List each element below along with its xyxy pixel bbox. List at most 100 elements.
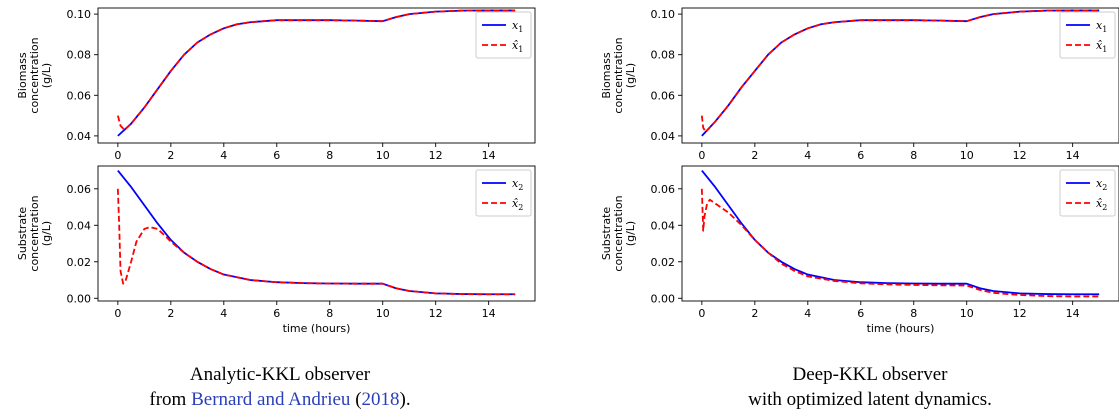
x-tick-label: 4	[220, 307, 227, 320]
y-tick-label: 0.04	[651, 219, 676, 232]
plot-right-bottom: 0 2 4 6 8 10 12 14 0.00 0.02 0.04 0.06 Substrate conc…	[600, 165, 1119, 335]
x-tick-label: 8	[910, 307, 917, 320]
y-tick-label: 0.00	[651, 292, 676, 305]
x-tick-label: 0	[114, 307, 121, 320]
y-tick-label: 0.08	[67, 49, 92, 62]
y-tick-label: 0.10	[651, 8, 676, 21]
x-tick-label: 14	[1066, 307, 1080, 320]
series-line-left-bottom-1	[116, 188, 516, 296]
x-tick-label: 10	[376, 307, 390, 320]
y-axis-label: (g/L)	[40, 221, 53, 246]
y-axis-label: Substrate	[600, 207, 613, 261]
y-axis-label: (g/L)	[624, 221, 637, 246]
y-axis-label: (g/L)	[40, 63, 53, 88]
caption-right-line2: with optimized latent dynamics.	[748, 389, 992, 410]
legend-label-1: x̂1	[512, 39, 523, 54]
x-tick-label: 2	[167, 307, 174, 320]
legend-label-0: x2	[1096, 177, 1107, 192]
x-tick-label: 0	[114, 149, 121, 162]
series-line-right-top-1	[700, 9, 1100, 133]
x-tick-label: 8	[326, 307, 333, 320]
y-tick-label: 0.08	[651, 49, 676, 62]
x-tick-label: 8	[326, 149, 333, 162]
x-tick-label: 10	[960, 149, 974, 162]
legend-label-0: x1	[1096, 19, 1107, 34]
citation-link[interactable]: Bernard and Andrieu	[191, 389, 351, 410]
y-tick-label: 0.06	[651, 89, 676, 102]
plot-right-top: 0 2 4 6 8 10 12 14 0.04 0.06 0.08 0.10 Biomass concen…	[600, 7, 1119, 162]
x-tick-label: 6	[273, 149, 280, 162]
axes-frame	[97, 7, 536, 144]
plot-left-top: 0 2 4 6 8 10 12 14 0.04 0.06 0.08 0.10 Biomass concen…	[16, 7, 536, 162]
x-axis-label: time (hours)	[867, 322, 935, 335]
y-tick-label: 0.04	[67, 219, 92, 232]
y-tick-label: 0.00	[67, 292, 92, 305]
x-tick-label: 6	[857, 307, 864, 320]
y-tick-label: 0.06	[651, 183, 676, 196]
x-tick-label: 10	[960, 307, 974, 320]
series-line-left-top-1	[116, 9, 516, 131]
x-tick-label: 14	[1066, 149, 1080, 162]
legend-box	[475, 11, 532, 59]
caption-right-line1: Deep-KKL observer	[792, 364, 948, 385]
y-axis-label: concentration	[612, 195, 625, 271]
plot-left-bottom: 0 2 4 6 8 10 12 14 0.00 0.02 0.04 0.06 Substrate conc…	[16, 165, 536, 335]
y-axis-label: concentration	[612, 37, 625, 113]
x-axis-label: time (hours)	[283, 322, 351, 335]
x-tick-label: 2	[751, 149, 758, 162]
x-tick-label: 4	[804, 307, 811, 320]
legend-label-1: x̂2	[512, 197, 523, 212]
x-tick-label: 12	[429, 307, 443, 320]
x-tick-label: 2	[751, 307, 758, 320]
legend-box	[1059, 11, 1116, 59]
series-line-left-top-0	[117, 9, 516, 137]
caption-left: Analytic-KKL observer from Bernard and A…	[70, 362, 490, 412]
x-tick-label: 10	[376, 149, 390, 162]
y-axis-label: (g/L)	[624, 63, 637, 88]
x-tick-label: 2	[167, 149, 174, 162]
series-line-right-bottom-0	[701, 169, 1100, 296]
y-tick-label: 0.02	[67, 256, 92, 269]
series-line-left-bottom-0	[117, 169, 516, 296]
series-line-right-top-0	[701, 9, 1100, 137]
y-axis-label: Substrate	[16, 207, 29, 261]
y-axis-label: Biomass	[16, 52, 29, 99]
x-tick-label: 14	[482, 307, 496, 320]
y-tick-label: 0.02	[651, 256, 676, 269]
axes-frame	[97, 165, 536, 302]
y-axis-label: concentration	[28, 37, 41, 113]
caption-left-paren: (	[350, 389, 362, 410]
axes-frame	[681, 7, 1119, 144]
x-tick-label: 0	[698, 307, 705, 320]
y-axis-label: concentration	[28, 195, 41, 271]
x-tick-label: 12	[1013, 307, 1027, 320]
x-tick-label: 4	[804, 149, 811, 162]
x-tick-label: 0	[698, 149, 705, 162]
caption-right: Deep-KKL observer with optimized latent …	[650, 362, 1090, 412]
x-tick-label: 12	[429, 149, 443, 162]
legend-label-1: x̂2	[1096, 197, 1107, 212]
x-tick-label: 8	[910, 149, 917, 162]
axes-frame	[681, 165, 1119, 302]
caption-left-suffix: ).	[399, 389, 411, 410]
x-tick-label: 14	[482, 149, 496, 162]
caption-left-line2: from Bernard and Andrieu (2018).	[70, 387, 490, 412]
caption-left-line1: Analytic-KKL observer	[189, 364, 371, 385]
x-tick-label: 6	[857, 149, 864, 162]
x-tick-label: 4	[220, 149, 227, 162]
series-line-right-bottom-1	[700, 188, 1100, 298]
citation-year-link[interactable]: 2018	[361, 389, 400, 410]
x-tick-label: 6	[273, 307, 280, 320]
y-tick-label: 0.06	[67, 183, 92, 196]
y-axis-label: Biomass	[600, 52, 613, 99]
x-tick-label: 12	[1013, 149, 1027, 162]
legend-label-0: x1	[512, 19, 523, 34]
legend-box	[1059, 169, 1116, 217]
legend-box	[475, 169, 532, 217]
y-tick-label: 0.04	[67, 130, 92, 143]
y-tick-label: 0.06	[67, 89, 92, 102]
legend-label-1: x̂1	[1096, 39, 1107, 54]
y-tick-label: 0.10	[67, 8, 92, 21]
legend-label-0: x2	[512, 177, 523, 192]
